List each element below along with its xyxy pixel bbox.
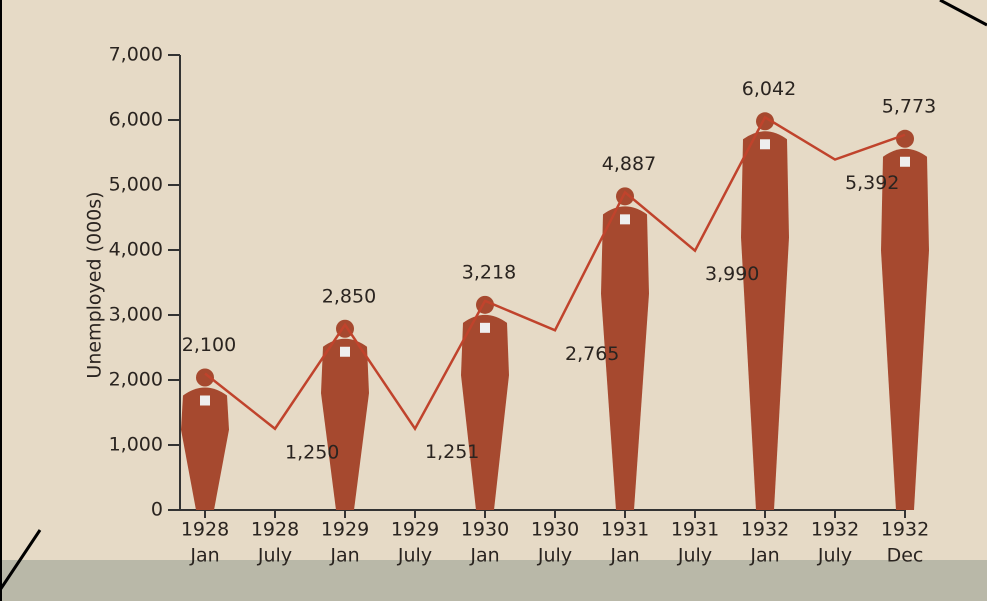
chart: Unemployed (000s) 0 1,000 2,000 3,000 4,000 5… (0, 0, 987, 601)
x-tick-label: July (397, 545, 432, 567)
figure-shirt (340, 347, 350, 357)
x-tick-label: 1928 (251, 519, 299, 541)
y-tick-label: 7,000 (109, 44, 163, 66)
x-tick-label: July (537, 545, 572, 567)
y-tick-label: 0 (151, 499, 163, 521)
y-tick-label: 1,000 (109, 434, 163, 456)
x-tick-label: Jan (749, 545, 779, 567)
x-tick-label: 1932 (811, 519, 859, 541)
y-axis-label: Unemployed (000s) (84, 191, 106, 378)
figure-shirt (760, 139, 770, 149)
x-tick-label: Jan (609, 545, 639, 567)
figure-shirt (200, 396, 210, 406)
value-label: 5,773 (882, 95, 936, 117)
y-tick-label: 4,000 (109, 239, 163, 261)
value-label: 4,887 (602, 153, 656, 175)
x-tick-label: July (257, 545, 292, 567)
value-label: 2,850 (322, 285, 376, 307)
value-label: 6,042 (742, 78, 796, 100)
value-label: 2,100 (182, 334, 236, 356)
value-label: 1,251 (425, 441, 479, 463)
y-tick-label: 2,000 (109, 369, 163, 391)
x-tick-label: 1929 (391, 519, 439, 541)
value-label: 1,250 (285, 441, 339, 463)
y-tick-label: 6,000 (109, 109, 163, 131)
x-tick-label: Jan (469, 545, 499, 567)
x-tick-label: 1930 (461, 519, 509, 541)
x-tick-label: 1931 (601, 519, 649, 541)
page: {"chart_data": {"type": "line", "y_label… (0, 0, 987, 601)
figure-shirt (620, 214, 630, 224)
x-tick-label: 1928 (181, 519, 229, 541)
x-tick-label: Jan (329, 545, 359, 567)
x-tick-label: Dec (887, 545, 924, 567)
value-label: 3,218 (462, 261, 516, 283)
x-tick-label: 1930 (531, 519, 579, 541)
value-label: 3,990 (705, 263, 759, 285)
x-tick-label: July (677, 545, 712, 567)
value-label: 2,765 (565, 343, 619, 365)
x-tick-label: July (817, 545, 852, 567)
y-tick-label: 5,000 (109, 174, 163, 196)
x-tick-label: 1929 (321, 519, 369, 541)
x-tick-label: 1932 (881, 519, 929, 541)
x-tick-label: 1931 (671, 519, 719, 541)
x-tick-label: 1932 (741, 519, 789, 541)
figure-shirt (900, 157, 910, 167)
y-tick-label: 3,000 (109, 304, 163, 326)
figure-head (896, 130, 914, 148)
x-tick-label: Jan (189, 545, 219, 567)
figure-shirt (480, 323, 490, 333)
value-label: 5,392 (845, 172, 899, 194)
